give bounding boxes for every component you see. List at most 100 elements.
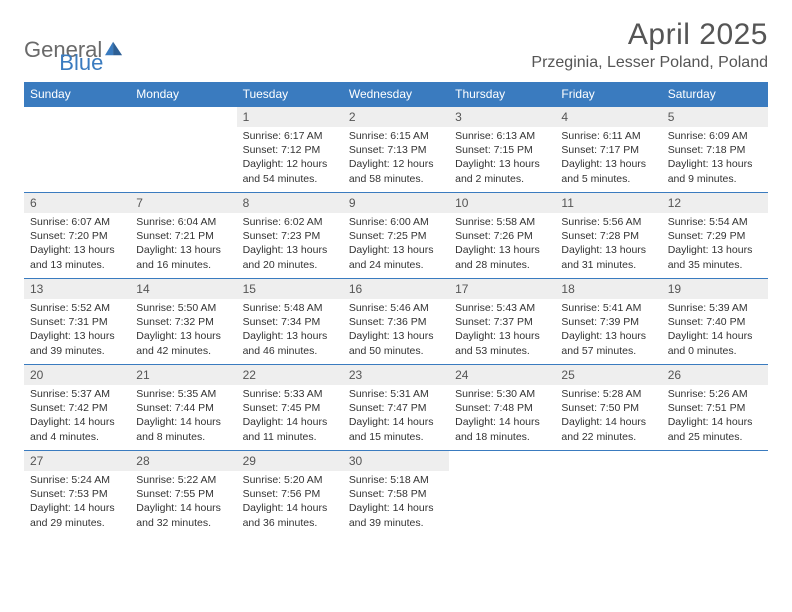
day-details: Sunrise: 5:48 AMSunset: 7:34 PMDaylight:… — [237, 299, 343, 362]
day-number: 22 — [237, 365, 343, 385]
calendar-row: 27Sunrise: 5:24 AMSunset: 7:53 PMDayligh… — [24, 451, 768, 537]
day-number: 2 — [343, 107, 449, 127]
day-number: 9 — [343, 193, 449, 213]
day-details: Sunrise: 6:13 AMSunset: 7:15 PMDaylight:… — [449, 127, 555, 190]
day-details: Sunrise: 6:04 AMSunset: 7:21 PMDaylight:… — [130, 213, 236, 276]
calendar-cell: 20Sunrise: 5:37 AMSunset: 7:42 PMDayligh… — [24, 365, 130, 451]
calendar-cell — [449, 451, 555, 537]
day-details: Sunrise: 5:22 AMSunset: 7:55 PMDaylight:… — [130, 471, 236, 534]
location-label: Przeginia, Lesser Poland, Poland — [531, 54, 768, 72]
day-number: 27 — [24, 451, 130, 471]
day-number: 16 — [343, 279, 449, 299]
day-details: Sunrise: 5:41 AMSunset: 7:39 PMDaylight:… — [555, 299, 661, 362]
day-number: 30 — [343, 451, 449, 471]
day-details: Sunrise: 5:54 AMSunset: 7:29 PMDaylight:… — [662, 213, 768, 276]
weekday-header: Wednesday — [343, 82, 449, 107]
day-details: Sunrise: 5:35 AMSunset: 7:44 PMDaylight:… — [130, 385, 236, 448]
day-number: 17 — [449, 279, 555, 299]
day-details: Sunrise: 5:58 AMSunset: 7:26 PMDaylight:… — [449, 213, 555, 276]
day-details: Sunrise: 5:50 AMSunset: 7:32 PMDaylight:… — [130, 299, 236, 362]
day-details: Sunrise: 5:56 AMSunset: 7:28 PMDaylight:… — [555, 213, 661, 276]
calendar-cell: 11Sunrise: 5:56 AMSunset: 7:28 PMDayligh… — [555, 193, 661, 279]
day-number: 19 — [662, 279, 768, 299]
day-number: 18 — [555, 279, 661, 299]
day-number: 5 — [662, 107, 768, 127]
day-number: 10 — [449, 193, 555, 213]
day-number: 1 — [237, 107, 343, 127]
calendar-cell: 1Sunrise: 6:17 AMSunset: 7:12 PMDaylight… — [237, 107, 343, 193]
day-number: 3 — [449, 107, 555, 127]
day-details: Sunrise: 5:33 AMSunset: 7:45 PMDaylight:… — [237, 385, 343, 448]
calendar-cell: 13Sunrise: 5:52 AMSunset: 7:31 PMDayligh… — [24, 279, 130, 365]
calendar-row: 1Sunrise: 6:17 AMSunset: 7:12 PMDaylight… — [24, 107, 768, 193]
day-number: 23 — [343, 365, 449, 385]
title-block: April 2025 Przeginia, Lesser Poland, Pol… — [531, 18, 768, 72]
page-title: April 2025 — [531, 18, 768, 52]
calendar-cell: 25Sunrise: 5:28 AMSunset: 7:50 PMDayligh… — [555, 365, 661, 451]
calendar-cell: 7Sunrise: 6:04 AMSunset: 7:21 PMDaylight… — [130, 193, 236, 279]
logo-triangle-icon — [105, 41, 123, 57]
day-number: 7 — [130, 193, 236, 213]
day-details: Sunrise: 6:09 AMSunset: 7:18 PMDaylight:… — [662, 127, 768, 190]
day-details: Sunrise: 5:24 AMSunset: 7:53 PMDaylight:… — [24, 471, 130, 534]
day-details: Sunrise: 5:28 AMSunset: 7:50 PMDaylight:… — [555, 385, 661, 448]
calendar-cell: 6Sunrise: 6:07 AMSunset: 7:20 PMDaylight… — [24, 193, 130, 279]
logo: General Blue — [24, 24, 103, 76]
calendar-cell: 23Sunrise: 5:31 AMSunset: 7:47 PMDayligh… — [343, 365, 449, 451]
day-number: 24 — [449, 365, 555, 385]
day-number: 14 — [130, 279, 236, 299]
calendar-cell: 10Sunrise: 5:58 AMSunset: 7:26 PMDayligh… — [449, 193, 555, 279]
calendar-cell: 15Sunrise: 5:48 AMSunset: 7:34 PMDayligh… — [237, 279, 343, 365]
day-details: Sunrise: 6:02 AMSunset: 7:23 PMDaylight:… — [237, 213, 343, 276]
weekday-header: Thursday — [449, 82, 555, 107]
calendar-cell: 16Sunrise: 5:46 AMSunset: 7:36 PMDayligh… — [343, 279, 449, 365]
day-details: Sunrise: 6:15 AMSunset: 7:13 PMDaylight:… — [343, 127, 449, 190]
calendar-row: 6Sunrise: 6:07 AMSunset: 7:20 PMDaylight… — [24, 193, 768, 279]
day-number: 12 — [662, 193, 768, 213]
calendar-table: SundayMondayTuesdayWednesdayThursdayFrid… — [24, 82, 768, 537]
calendar-cell: 18Sunrise: 5:41 AMSunset: 7:39 PMDayligh… — [555, 279, 661, 365]
calendar-cell: 26Sunrise: 5:26 AMSunset: 7:51 PMDayligh… — [662, 365, 768, 451]
day-details: Sunrise: 5:46 AMSunset: 7:36 PMDaylight:… — [343, 299, 449, 362]
calendar-cell — [662, 451, 768, 537]
calendar-cell: 19Sunrise: 5:39 AMSunset: 7:40 PMDayligh… — [662, 279, 768, 365]
day-number: 29 — [237, 451, 343, 471]
day-number: 26 — [662, 365, 768, 385]
calendar-cell: 5Sunrise: 6:09 AMSunset: 7:18 PMDaylight… — [662, 107, 768, 193]
calendar-cell — [130, 107, 236, 193]
day-number: 6 — [24, 193, 130, 213]
header: General Blue April 2025 Przeginia, Lesse… — [24, 18, 768, 76]
calendar-cell: 12Sunrise: 5:54 AMSunset: 7:29 PMDayligh… — [662, 193, 768, 279]
calendar-cell: 14Sunrise: 5:50 AMSunset: 7:32 PMDayligh… — [130, 279, 236, 365]
calendar-cell: 21Sunrise: 5:35 AMSunset: 7:44 PMDayligh… — [130, 365, 236, 451]
calendar-cell: 28Sunrise: 5:22 AMSunset: 7:55 PMDayligh… — [130, 451, 236, 537]
day-details: Sunrise: 5:20 AMSunset: 7:56 PMDaylight:… — [237, 471, 343, 534]
calendar-cell: 24Sunrise: 5:30 AMSunset: 7:48 PMDayligh… — [449, 365, 555, 451]
calendar-cell: 29Sunrise: 5:20 AMSunset: 7:56 PMDayligh… — [237, 451, 343, 537]
day-details: Sunrise: 5:43 AMSunset: 7:37 PMDaylight:… — [449, 299, 555, 362]
day-number: 20 — [24, 365, 130, 385]
day-details: Sunrise: 5:31 AMSunset: 7:47 PMDaylight:… — [343, 385, 449, 448]
day-number: 15 — [237, 279, 343, 299]
calendar-cell — [24, 107, 130, 193]
day-details: Sunrise: 5:18 AMSunset: 7:58 PMDaylight:… — [343, 471, 449, 534]
calendar-cell: 2Sunrise: 6:15 AMSunset: 7:13 PMDaylight… — [343, 107, 449, 193]
calendar-cell: 27Sunrise: 5:24 AMSunset: 7:53 PMDayligh… — [24, 451, 130, 537]
day-number: 11 — [555, 193, 661, 213]
calendar-row: 13Sunrise: 5:52 AMSunset: 7:31 PMDayligh… — [24, 279, 768, 365]
day-details: Sunrise: 5:39 AMSunset: 7:40 PMDaylight:… — [662, 299, 768, 362]
day-details: Sunrise: 6:07 AMSunset: 7:20 PMDaylight:… — [24, 213, 130, 276]
day-details: Sunrise: 6:17 AMSunset: 7:12 PMDaylight:… — [237, 127, 343, 190]
calendar-cell: 8Sunrise: 6:02 AMSunset: 7:23 PMDaylight… — [237, 193, 343, 279]
calendar-cell: 9Sunrise: 6:00 AMSunset: 7:25 PMDaylight… — [343, 193, 449, 279]
day-details: Sunrise: 6:00 AMSunset: 7:25 PMDaylight:… — [343, 213, 449, 276]
weekday-header: Tuesday — [237, 82, 343, 107]
day-number: 13 — [24, 279, 130, 299]
calendar-cell: 30Sunrise: 5:18 AMSunset: 7:58 PMDayligh… — [343, 451, 449, 537]
calendar-cell — [555, 451, 661, 537]
weekday-header-row: SundayMondayTuesdayWednesdayThursdayFrid… — [24, 82, 768, 107]
logo-text-blue: Blue — [59, 50, 103, 76]
day-details: Sunrise: 5:37 AMSunset: 7:42 PMDaylight:… — [24, 385, 130, 448]
calendar-cell: 17Sunrise: 5:43 AMSunset: 7:37 PMDayligh… — [449, 279, 555, 365]
day-number: 21 — [130, 365, 236, 385]
